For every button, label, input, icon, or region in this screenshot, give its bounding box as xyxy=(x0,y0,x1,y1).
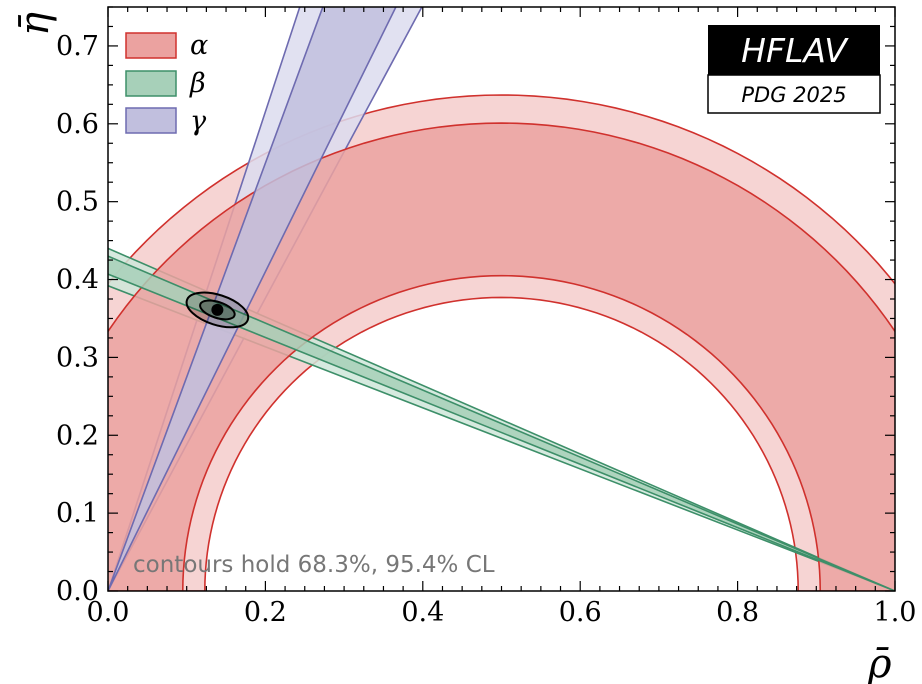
y-axis-title: η̄ xyxy=(12,12,58,36)
gamma-band-inner xyxy=(108,7,397,591)
badge-subtitle-box xyxy=(707,74,881,114)
x-tick-label: 0.8 xyxy=(716,597,759,628)
legend-item-alpha: α xyxy=(125,30,208,61)
legend-label-beta: β xyxy=(189,68,206,99)
beta-band-inner xyxy=(108,255,895,591)
y-tick-label: 0.0 xyxy=(56,576,99,607)
legend: α β γ xyxy=(125,30,208,137)
y-tick-label: 0.4 xyxy=(56,265,99,296)
hflav-badge: HFLAV PDG 2025 xyxy=(707,25,881,114)
legend-label-gamma: γ xyxy=(190,106,207,137)
x-axis-title: ρ̄ xyxy=(867,641,892,684)
y-tick-label: 0.6 xyxy=(56,109,99,140)
legend-swatch-gamma xyxy=(125,107,177,134)
x-tick-label: 1.0 xyxy=(874,597,917,628)
x-tick-label: 0.4 xyxy=(401,597,444,628)
badge-title: HFLAV xyxy=(741,31,849,70)
y-axis-tick-labels: 0.0 0.1 0.2 0.3 0.4 0.5 0.6 0.7 xyxy=(56,31,99,607)
x-tick-label: 0.6 xyxy=(559,597,602,628)
y-tick-label: 0.7 xyxy=(56,31,99,62)
y-tick-label: 0.1 xyxy=(56,498,99,529)
best-fit-point xyxy=(211,303,224,316)
legend-swatch-beta xyxy=(125,70,177,97)
constraint-bands xyxy=(108,7,895,591)
legend-item-gamma: γ xyxy=(125,106,207,137)
x-axis-tick-labels: 0.0 0.2 0.4 0.6 0.8 1.0 xyxy=(87,597,917,628)
alpha-band-inner xyxy=(108,122,895,591)
y-tick-label: 0.5 xyxy=(56,187,99,218)
legend-item-beta: β xyxy=(125,68,206,99)
y-tick-label: 0.2 xyxy=(56,420,99,451)
legend-label-alpha: α xyxy=(190,30,208,61)
x-tick-label: 0.0 xyxy=(87,597,130,628)
x-tick-label: 0.2 xyxy=(244,597,287,628)
y-tick-label: 0.3 xyxy=(56,342,99,373)
confidence-note: contours hold 68.3%, 95.4% CL xyxy=(133,552,495,578)
legend-swatch-alpha xyxy=(125,32,177,59)
badge-title-box xyxy=(708,25,880,75)
badge-subtitle: PDG 2025 xyxy=(741,83,846,107)
axis-ticks xyxy=(107,6,896,592)
